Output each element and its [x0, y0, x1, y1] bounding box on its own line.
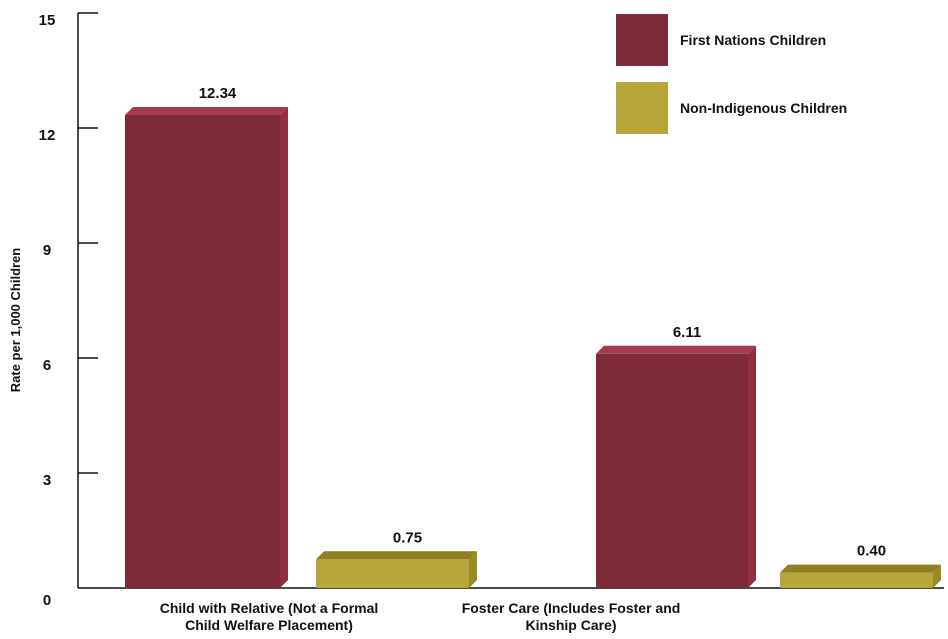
bars: 12.34 6.11 0.75 0.40	[125, 85, 941, 588]
legend: First Nations Children Non-Indigenous Chi…	[616, 14, 847, 134]
x-tick-label: Foster Care (Includes Foster and Kinship …	[462, 600, 681, 633]
legend-label: Non-Indigenous Children	[680, 100, 847, 116]
bar-top	[596, 345, 756, 354]
bar-first-nations-2: 6.11	[596, 324, 756, 588]
bar-side	[280, 106, 288, 588]
bar-non-indigenous-2: 0.40	[780, 543, 941, 588]
bar-front	[596, 353, 748, 588]
y-tick-label: 12	[39, 127, 56, 144]
bar-front	[125, 114, 280, 588]
bar-front	[316, 559, 469, 588]
bar-top	[125, 106, 288, 115]
x-tick-label: Child with Relative (Not a Formal Child W…	[160, 600, 379, 633]
data-label: 12.34	[199, 85, 237, 102]
bar-side	[933, 564, 941, 588]
legend-label: First Nations Children	[680, 32, 826, 48]
y-tick-label: 0	[43, 592, 51, 609]
data-label: 6.11	[673, 324, 701, 341]
bar-non-indigenous-1: 0.75	[316, 529, 477, 588]
bar-side	[748, 345, 756, 588]
y-axis-label: Rate per 1,000 Children	[8, 248, 23, 393]
legend-item-non-indigenous: Non-Indigenous Children	[616, 82, 847, 134]
y-tick-label: 9	[43, 242, 51, 259]
bar-front	[780, 572, 933, 588]
data-label: 0.75	[393, 529, 422, 546]
y-tick-label: 3	[43, 472, 51, 489]
bar-top	[780, 564, 941, 573]
y-tick-label: 15	[39, 12, 56, 29]
y-tick-label: 6	[43, 357, 51, 374]
bar-first-nations-1: 12.34	[125, 85, 288, 588]
legend-swatch	[616, 14, 668, 66]
axes: 0 3 6 9 12 15 Child with Relative (Not a Forma…	[39, 12, 944, 633]
data-label: 0.40	[857, 543, 886, 560]
bar-side	[469, 551, 477, 588]
legend-item-first-nations: First Nations Children	[616, 14, 826, 66]
legend-swatch	[616, 82, 668, 134]
bar-top	[316, 551, 477, 560]
